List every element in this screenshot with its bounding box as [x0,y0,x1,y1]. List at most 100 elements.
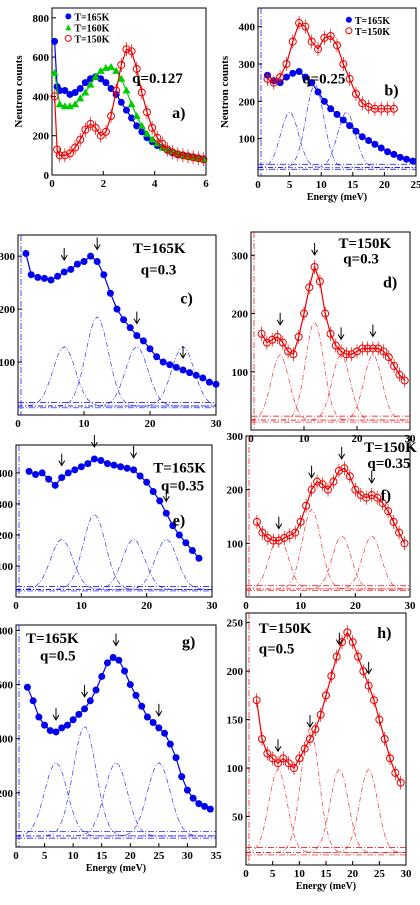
data-point [143,478,151,486]
y-tick-label: 200 [239,96,256,108]
x-tick-label: 0 [49,178,55,190]
data-point [263,74,272,83]
data-point [91,123,100,132]
data-point [189,153,198,162]
peak-arrow [155,703,163,717]
data-point [102,79,110,87]
panel-b-frame [257,7,417,177]
x-axis-label: Energy (meV) [296,881,356,892]
y-tick-label: 400 [0,468,14,480]
data-point [327,105,335,113]
data-point [184,152,193,161]
y-tick-label: 300 [227,431,244,443]
data-point [64,469,72,477]
y-tick-label: 200 [227,485,244,497]
peak-arrow [81,684,89,698]
data-point [126,324,134,332]
data-point [358,99,367,108]
data-point [301,73,309,81]
data-point [186,369,194,377]
panel-c-frame [17,234,217,416]
fit-component-line [246,768,406,853]
fit-component-line [16,726,216,837]
data-point [76,85,84,93]
data-point [103,659,111,667]
y-tick-label: 600 [33,52,50,64]
data-point [307,485,316,494]
data-point [158,139,167,148]
data-point [386,754,394,763]
legend-marker [65,13,72,20]
data-point [314,45,323,54]
data-point [138,702,146,710]
legend-label: T=150K [74,34,109,45]
data-point [92,686,100,694]
data-point [117,74,126,82]
data-point [354,652,362,661]
data-point [29,697,37,705]
x-tick-label: 6 [203,178,209,190]
data-point [23,683,31,691]
data-point [290,764,298,773]
data-point [345,472,354,481]
data-point [128,114,136,122]
x-tick-label: 25 [153,850,165,862]
data-point [156,497,164,505]
x-tick-label: 15 [96,850,108,862]
peak-arrow [93,237,101,251]
y-tick-label: 100 [0,561,14,573]
data-point [371,140,379,148]
data-point [295,754,304,763]
legend-label: T=165K [74,12,109,23]
panel-a: 0 2 4 6 0 200 400 600 800 Neutron counts q=0.127 a)… [13,7,209,190]
data-point [352,127,360,135]
y-tick-label: 250 [227,618,244,630]
data-point [396,778,405,787]
x-tick-label: 0 [243,600,249,612]
data-point [81,88,90,96]
data-point [324,485,332,494]
data-point [295,67,303,75]
peak-arrow [162,489,170,503]
data-point [117,98,125,106]
peak-arrow [133,311,141,325]
data-point [149,488,157,496]
y-tick-label: 100 [232,367,249,379]
data-point [127,47,136,56]
data-point [50,92,59,101]
data-point [282,60,291,68]
x-tick-label: 0 [255,179,261,191]
data-point [63,721,71,729]
data-point [55,100,64,108]
x-tick-label: 20 [125,850,137,862]
data-point [340,464,349,473]
legend-label: T=150K [355,27,390,38]
data-point [289,350,298,359]
data-point [65,102,74,110]
data-point [178,773,186,781]
x-tick-label: 30 [405,600,417,612]
y-tick-label: 400 [0,734,14,746]
data-point [75,710,83,718]
data-point [77,463,85,471]
data-point [384,353,393,362]
data-point [76,135,85,144]
data-point [188,546,196,554]
data-point [279,754,288,763]
data-point [315,277,324,286]
data-point [300,744,309,753]
data-point [109,653,117,661]
x-tick-label: 35 [211,850,223,862]
x-tick-label: 20 [352,433,364,445]
data-point [127,100,136,108]
x-tick-label: 25 [411,179,420,191]
data-point [61,87,69,95]
x-tick-label: 10 [316,179,328,191]
data-point [97,457,105,465]
data-point [166,361,174,369]
data-point [212,380,220,388]
data-point [93,257,101,265]
data-point [390,361,399,370]
fit-component-line [258,112,416,168]
